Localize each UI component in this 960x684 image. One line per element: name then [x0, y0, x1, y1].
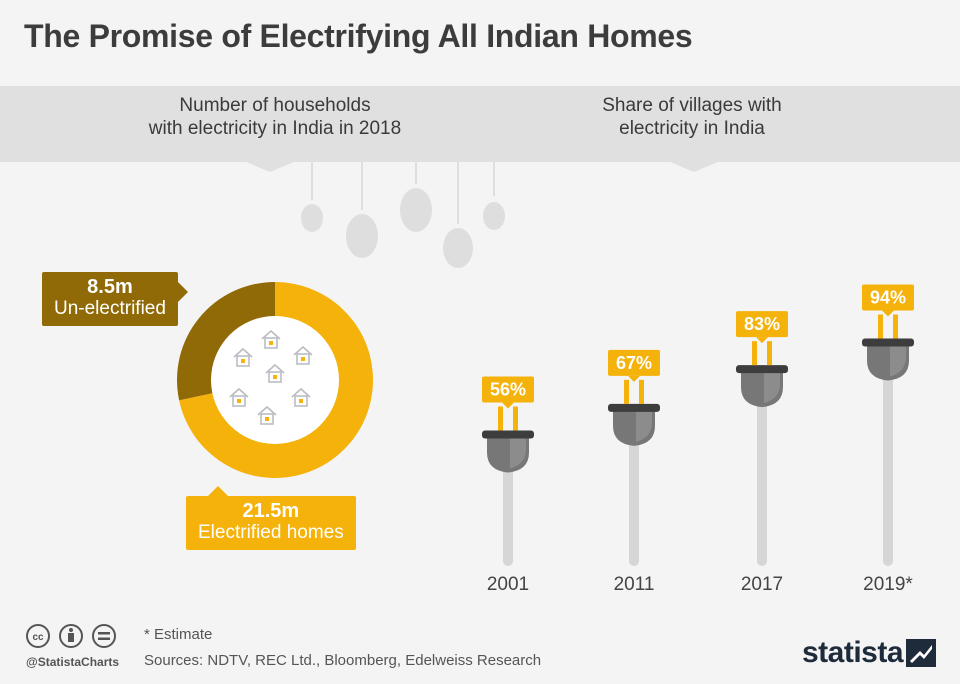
left-header-line2: with electricity in India in 2018 — [148, 118, 402, 139]
footnote: * Estimate — [144, 626, 213, 643]
plug-cap — [482, 430, 534, 439]
plug-prong — [878, 314, 883, 339]
plug-bar: 94% 2019* — [862, 284, 914, 595]
cord — [503, 460, 513, 566]
plug-bar: 56% 2001 — [482, 376, 534, 595]
right-header-pointer — [670, 162, 718, 172]
value-label-box — [608, 349, 660, 376]
house-icon — [265, 363, 285, 383]
light-bulb-icon — [301, 162, 505, 268]
cord — [757, 395, 767, 566]
plug-prong — [893, 314, 898, 339]
un-electrified-value: 8.5m — [87, 276, 133, 298]
house-icon — [261, 329, 281, 349]
attribution-icon — [59, 624, 83, 648]
plug-prong — [752, 341, 757, 366]
value-label-box — [482, 376, 534, 403]
plug-cap — [736, 365, 788, 374]
header-band — [0, 86, 960, 162]
plug-cap — [608, 403, 660, 412]
house-icon-group — [229, 329, 313, 425]
left-chart-header: Number of households with electricity in… — [110, 94, 440, 140]
value-label: 83% — [744, 314, 780, 334]
cord — [629, 433, 639, 566]
value-label-box — [736, 311, 788, 338]
right-header-line2: electricity in India — [619, 118, 765, 139]
no-derivatives-icon — [92, 624, 116, 648]
left-header-pointer — [246, 162, 294, 172]
svg-text:cc: cc — [32, 632, 44, 643]
category-label: 2017 — [741, 574, 783, 595]
electrified-label: Electrified homes — [198, 522, 344, 543]
value-label: 94% — [870, 288, 906, 308]
right-chart-header: Share of villages with electricity in In… — [552, 94, 832, 140]
category-label: 2001 — [487, 574, 529, 595]
license-icons: cc — [26, 624, 116, 648]
households-donut-chart — [177, 282, 373, 478]
villages-plug-chart: 56% 2001 67% 2011 83% 2017 94% 2019* — [482, 284, 914, 595]
plug-prong — [767, 341, 772, 366]
plug-cap — [862, 338, 914, 347]
electrified-value: 21.5m — [242, 500, 300, 522]
sources-text: Sources: NDTV, REC Ltd., Bloomberg, Edel… — [144, 652, 542, 669]
category-label: 2011 — [614, 574, 655, 595]
electrified-callout: 21.5m Electrified homes — [186, 486, 356, 550]
category-label: 2019* — [863, 574, 913, 595]
social-handle: @StatistaCharts — [26, 655, 120, 669]
un-electrified-callout: 8.5m Un-electrified — [42, 272, 188, 326]
cord — [883, 368, 893, 566]
plug-prong — [639, 379, 644, 404]
house-icon — [293, 345, 313, 365]
value-label-box — [862, 284, 914, 311]
chart-title: The Promise of Electrifying All Indian H… — [24, 18, 693, 54]
plug-prong — [498, 406, 503, 431]
creative-commons-icon — [26, 624, 50, 648]
house-icon — [257, 405, 277, 425]
plug-prong — [624, 379, 629, 404]
plug-bar: 83% 2017 — [736, 311, 788, 595]
plug-bar: 67% 2011 — [608, 349, 660, 595]
plug-prong — [513, 406, 518, 431]
house-icon — [229, 387, 249, 407]
brand-wordmark[interactable]: statista — [802, 636, 904, 669]
right-header-line1: Share of villages with — [602, 95, 782, 116]
left-header-line1: Number of households — [179, 95, 371, 116]
house-icon — [233, 347, 253, 367]
un-electrified-label: Un-electrified — [54, 298, 166, 319]
value-label: 56% — [490, 379, 526, 399]
house-icon — [291, 387, 311, 407]
value-label: 67% — [616, 353, 652, 373]
statista-logo-icon — [906, 639, 936, 667]
